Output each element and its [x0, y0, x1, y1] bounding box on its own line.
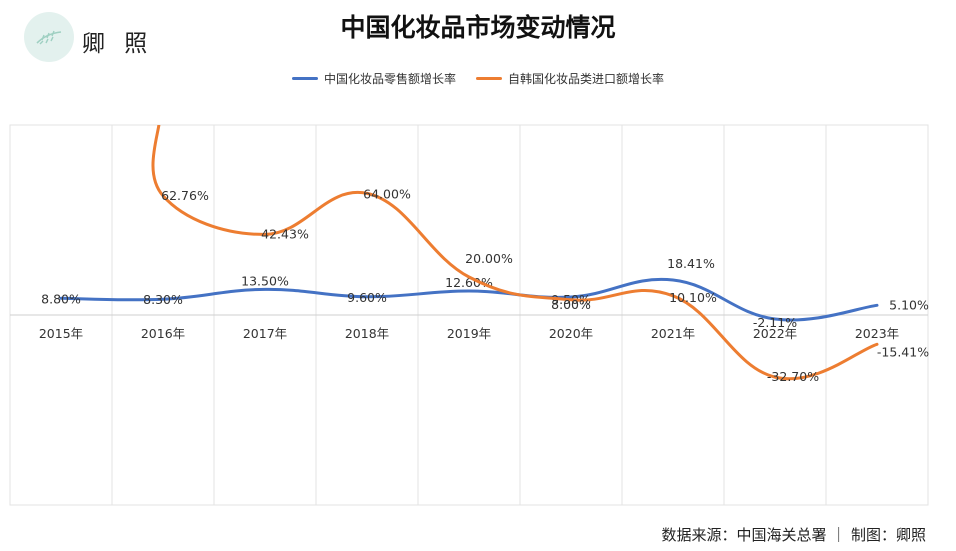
legend-label-import: 自韩国化妆品类进口额增长率 [508, 72, 665, 86]
data-label: 12.60% [445, 275, 493, 290]
logo [24, 12, 74, 62]
data-label: 20.00% [465, 251, 513, 266]
x-tick-label: 2020年 [549, 326, 593, 341]
data-label: 8.80% [41, 291, 81, 306]
x-tick-label: 2019年 [447, 326, 491, 341]
data-label: -2.11% [753, 315, 797, 330]
series-line-import [151, 125, 879, 381]
chart-legend: 中国化妆品零售额增长率 自韩国化妆品类进口额增长率 [0, 70, 956, 87]
legend-item-retail: 中国化妆品零售额增长率 [291, 70, 456, 87]
data-label: 64.00% [363, 186, 411, 201]
data-label: 8.30% [143, 292, 183, 307]
x-tick-label: 2021年 [651, 326, 695, 341]
data-label: 62.76% [161, 188, 209, 203]
source-credit: 数据来源：中国海关总署 ｜ 制图：卿照 [661, 526, 926, 544]
x-tick-label: 2016年 [141, 326, 185, 341]
data-label: 18.41% [667, 256, 715, 271]
x-tick-label: 2017年 [243, 326, 287, 341]
brand-name: 卿 照 [82, 31, 154, 57]
data-label: -32.70% [767, 369, 819, 384]
x-tick-label: 2018年 [345, 326, 389, 341]
data-label: 8.00% [551, 297, 591, 312]
data-label: 9.60% [347, 290, 387, 305]
chart-title: 中国化妆品市场变动情况 [340, 13, 616, 42]
series-line-retail [59, 277, 879, 322]
data-label: 5.10% [889, 297, 929, 312]
x-tick-label: 2015年 [39, 326, 83, 341]
data-label: 10.10% [669, 290, 717, 305]
data-label: 13.50% [241, 273, 289, 288]
legend-label-retail: 中国化妆品零售额增长率 [323, 72, 456, 86]
legend-item-import: 自韩国化妆品类进口额增长率 [476, 70, 664, 87]
legend-swatch-import [476, 77, 502, 80]
data-label: 42.43% [261, 226, 309, 241]
x-tick-label: 2022年 [753, 326, 797, 341]
leaf-icon [36, 30, 62, 45]
legend-swatch-retail [291, 77, 318, 80]
data-label: -15.41% [877, 344, 929, 359]
x-tick-label: 2023年 [855, 326, 899, 341]
